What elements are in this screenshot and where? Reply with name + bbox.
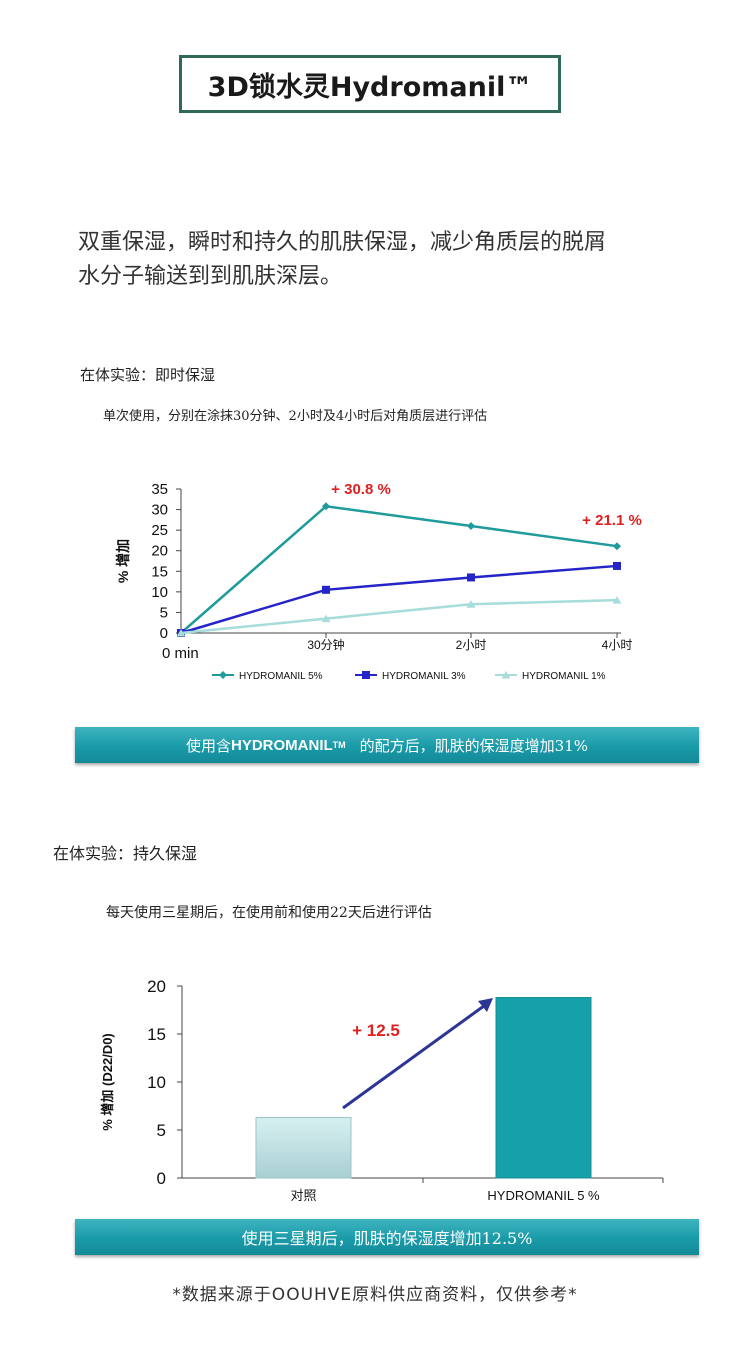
data-point	[467, 573, 475, 582]
intro-line-1: 双重保湿，瞬时和持久的肌肤保湿，减少角质层的脱屑	[78, 230, 607, 255]
bar	[255, 1117, 352, 1179]
data-point	[176, 629, 186, 637]
y-tick-label: 15	[147, 1025, 166, 1044]
section2-banner: 使用三星期后，肌肤的保湿度增加12.5%	[75, 1219, 699, 1255]
y-tick-label: 15	[151, 563, 168, 580]
series-line	[180, 504, 618, 634]
legend-label: HYDROMANIL 1%	[522, 671, 606, 682]
bar-chart: 0 5 10 15 20 对照 HYDROMANIL 5 % % 增加 (D22/D0) + 1…	[100, 977, 664, 1203]
banner1-brand: HYDROMANIL	[231, 736, 333, 754]
series-line	[180, 598, 618, 635]
data-annotation: + 12.5	[352, 1021, 400, 1040]
legend-swatch-marker	[219, 671, 227, 679]
section1-heading: 在体实验：即时保湿	[80, 366, 216, 384]
data-point	[467, 522, 475, 531]
legend-swatch-marker	[362, 671, 370, 679]
section1-banner: 使用含 HYDROMANIL TM 的配方后，肌肤的保湿度增加31%	[75, 727, 699, 763]
data-point	[322, 502, 330, 511]
legend-label: HYDROMANIL 3%	[382, 671, 466, 682]
bar	[495, 997, 592, 1179]
series-line	[180, 564, 618, 635]
y-tick-label: 35	[151, 481, 168, 498]
footnote: *数据来源于OOUHVE原料供应商资料，仅供参考*	[172, 1285, 578, 1305]
y-tick-label: 0	[157, 1169, 166, 1188]
data-point	[322, 585, 330, 594]
data-point	[321, 614, 331, 623]
banner2-text: 使用三星期后，肌肤的保湿度增加12.5%	[241, 1229, 533, 1248]
section2-heading: 在体实验：持久保湿	[53, 844, 198, 863]
y-axis-label: % 增加 (D22/D0)	[100, 1033, 115, 1131]
y-tick-label: 5	[160, 604, 168, 621]
data-annotation: + 21.1 %	[582, 512, 642, 529]
section1-subheading: 单次使用，分别在涂抹30分钟、2小时及4小时后对角质层进行评估	[103, 409, 488, 424]
line-chart: 0 5 10 15 20 25 30 35 0 min 30分钟 2小时 4小时 % 增加 + 30.8 …	[115, 481, 642, 682]
trend-arrow	[342, 1001, 489, 1110]
x-tick-label: HYDROMANIL 5 %	[487, 1188, 600, 1203]
x-tick-label: 30分钟	[307, 637, 344, 652]
x-tick-label: 对照	[290, 1188, 316, 1203]
y-tick-label: 10	[147, 1073, 166, 1092]
intro-line-2: 水分子输送到到肌肤深层。	[78, 264, 343, 289]
x-tick-label: 2小时	[456, 638, 487, 652]
x-tick-label: 4小时	[602, 638, 633, 652]
x-tick-label: 0 min	[162, 645, 199, 662]
intro-text: 双重保湿，瞬时和持久的肌肤保湿，减少角质层的脱屑 水分子输送到到肌肤深层。	[78, 226, 698, 294]
y-tick-label: 20	[147, 977, 166, 996]
y-tick-label: 10	[151, 584, 168, 601]
trend-arrow-head	[478, 998, 493, 1012]
data-annotation: + 30.8 %	[331, 481, 391, 498]
page-title: 3D锁水灵Hydromanil™	[179, 55, 561, 113]
data-point	[612, 596, 622, 604]
y-axis-label: % 增加	[115, 539, 131, 583]
banner1-suffix: 的配方后，肌肤的保湿度增加31%	[359, 736, 589, 755]
y-tick-label: 30	[151, 502, 168, 519]
y-tick-label: 25	[151, 522, 168, 539]
banner1-tm: TM	[332, 740, 346, 750]
legend-label: HYDROMANIL 5%	[239, 671, 323, 682]
section2-subheading: 每天使用三星期后，在使用前和使用22天后进行评估	[106, 905, 432, 921]
data-point	[613, 561, 621, 570]
data-point	[613, 542, 621, 551]
y-tick-label: 0	[160, 625, 168, 642]
y-tick-label: 5	[157, 1121, 166, 1140]
y-tick-label: 20	[151, 543, 168, 560]
legend-swatch-marker	[501, 671, 511, 679]
banner1-prefix: 使用含	[185, 736, 231, 755]
data-point	[466, 600, 476, 608]
